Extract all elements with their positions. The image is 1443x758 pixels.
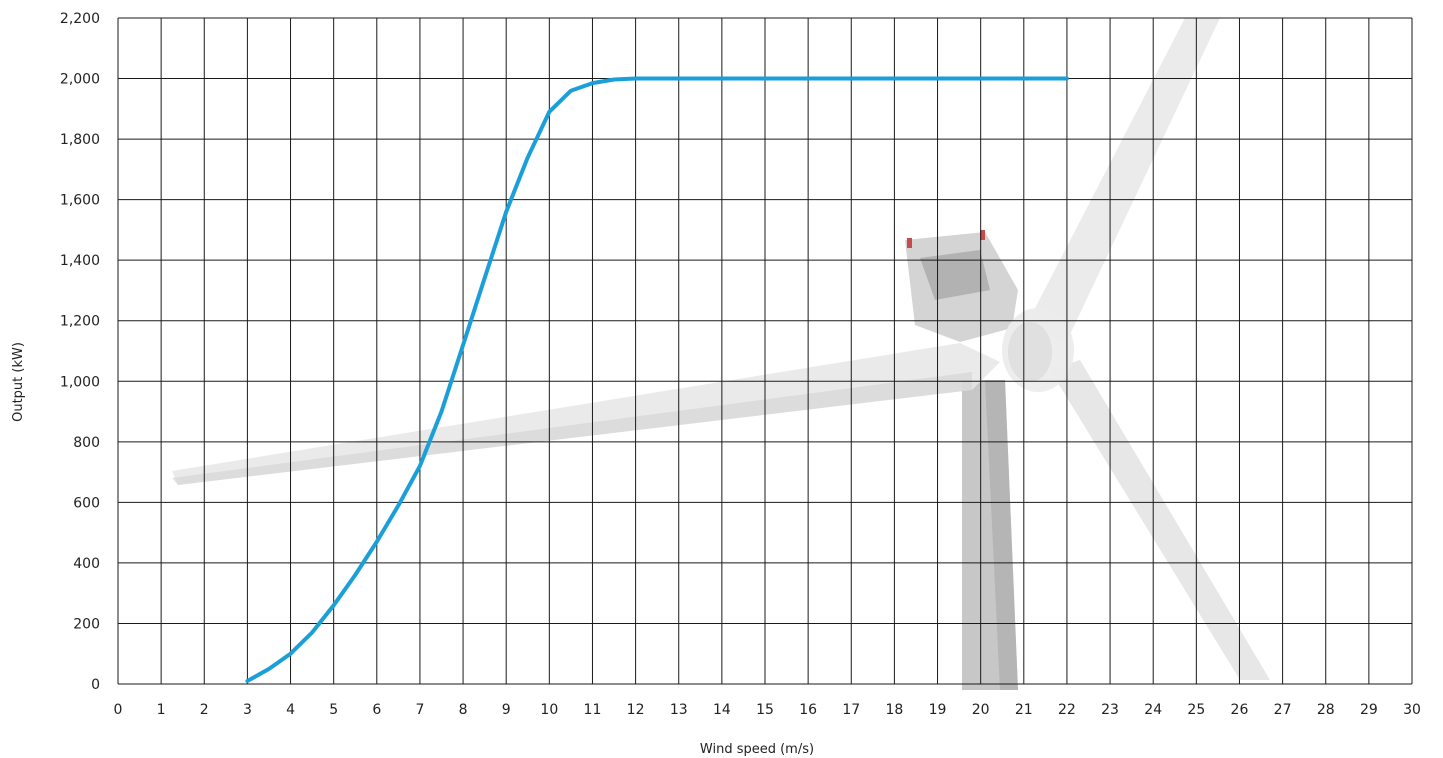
x-tick-label: 16	[799, 702, 817, 718]
x-tick-label: 21	[1015, 702, 1033, 718]
x-tick-label: 14	[713, 702, 731, 718]
x-tick-label: 23	[1101, 702, 1119, 718]
y-tick-label: 600	[73, 495, 100, 511]
x-tick-label: 20	[972, 702, 990, 718]
x-tick-label: 10	[540, 702, 558, 718]
x-tick-label: 6	[372, 702, 381, 718]
y-tick-label: 400	[73, 556, 100, 572]
y-axis-label: Output (kW)	[11, 342, 26, 422]
x-tick-label: 29	[1360, 702, 1378, 718]
x-tick-label: 26	[1231, 702, 1249, 718]
x-tick-label: 22	[1058, 702, 1076, 718]
x-tick-label: 28	[1317, 702, 1335, 718]
x-tick-label: 11	[584, 702, 602, 718]
x-tick-label: 9	[502, 702, 511, 718]
turbine-background-image	[172, 18, 1270, 690]
x-tick-label: 5	[329, 702, 338, 718]
series-layer	[245, 76, 1069, 683]
x-tick-label: 18	[885, 702, 903, 718]
x-tick-label: 13	[670, 702, 688, 718]
power-curve-line	[245, 76, 1069, 683]
y-tick-label: 1,600	[60, 193, 100, 209]
x-tick-label: 0	[114, 702, 123, 718]
x-axis-label: Wind speed (m/s)	[700, 742, 814, 757]
y-tick-label: 1,000	[60, 374, 100, 390]
x-tick-label: 12	[627, 702, 645, 718]
chart-grid	[117, 17, 1413, 685]
y-tick-label: 1,800	[60, 132, 100, 148]
x-tick-label: 7	[415, 702, 424, 718]
x-tick-label: 1	[157, 702, 166, 718]
y-tick-label: 800	[73, 435, 100, 451]
x-tick-label: 15	[756, 702, 774, 718]
y-tick-label: 2,000	[60, 72, 100, 88]
x-tick-label: 19	[929, 702, 947, 718]
x-tick-label: 8	[459, 702, 468, 718]
x-tick-label: 25	[1187, 702, 1205, 718]
y-axis-ticks: 0 200 400 600 800 1,000 1,200 1,400 1,600 1,800 2,…	[60, 11, 100, 693]
x-tick-label: 3	[243, 702, 252, 718]
x-tick-label: 24	[1144, 702, 1162, 718]
y-tick-label: 200	[73, 616, 100, 632]
x-tick-label: 4	[286, 702, 295, 718]
x-tick-label: 2	[200, 702, 209, 718]
y-tick-label: 2,200	[60, 11, 100, 27]
y-tick-label: 0	[91, 677, 100, 693]
x-tick-label: 30	[1403, 702, 1421, 718]
x-axis-ticks: 0 1 2 3 4 5 6 7 8 9 10 11 12 13 14 15 16 17 18 19 20 21 22 23 24…	[114, 702, 1421, 718]
x-tick-label: 27	[1274, 702, 1292, 718]
y-tick-label: 1,200	[60, 314, 100, 330]
x-tick-label: 17	[842, 702, 860, 718]
y-tick-label: 1,400	[60, 253, 100, 269]
